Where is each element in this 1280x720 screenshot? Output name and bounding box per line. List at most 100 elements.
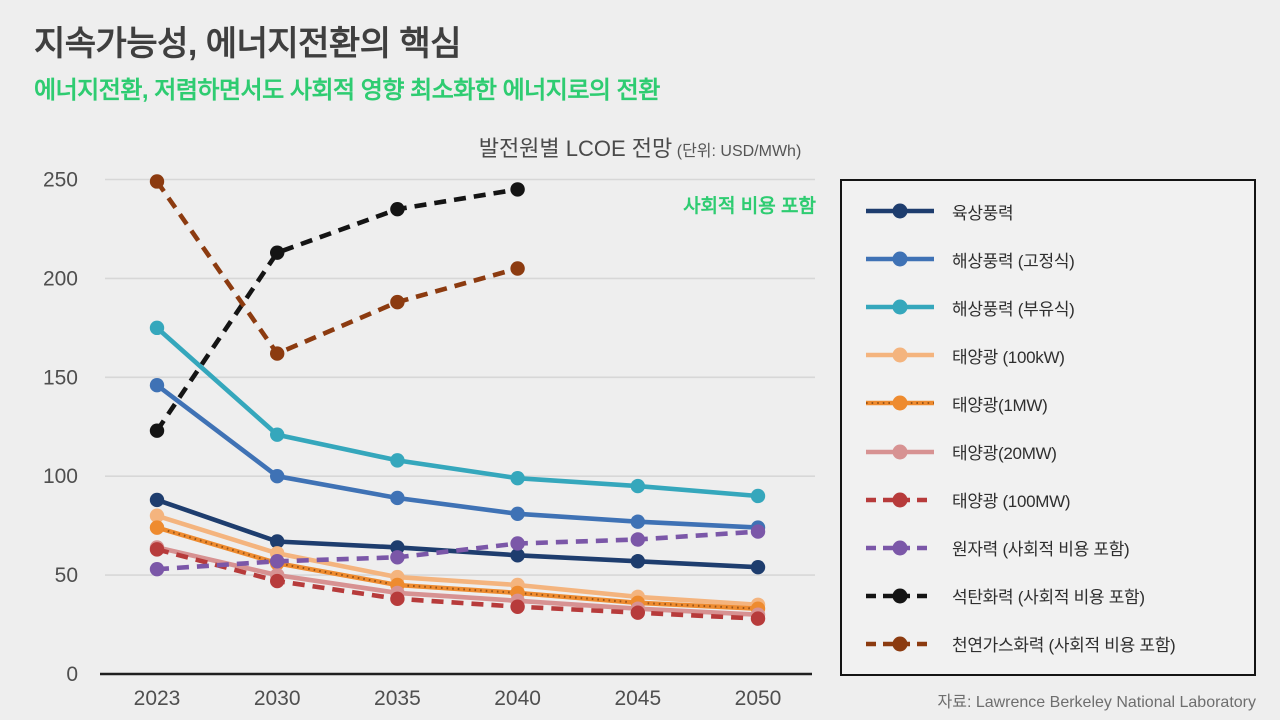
series-line — [155, 383, 759, 530]
data-point — [630, 605, 645, 620]
legend-dot — [892, 540, 908, 556]
data-point — [750, 559, 766, 575]
legend-item: 원자력 (사회적 비용 포함) — [842, 535, 1254, 560]
y-tick-label: 150 — [43, 366, 78, 389]
data-point — [270, 427, 285, 442]
legend-marker-icon — [866, 251, 934, 267]
legend-marker-icon — [866, 203, 934, 219]
social-cost-annotation: 사회적 비용 포함 — [683, 196, 816, 217]
legend-marker-icon — [866, 636, 934, 652]
data-point — [270, 469, 285, 484]
data-point — [149, 174, 165, 189]
data-point — [510, 506, 525, 521]
legend-item: 석탄화력 (사회적 비용 포함) — [842, 583, 1254, 608]
data-point — [270, 534, 285, 549]
legend-marker-icon — [866, 347, 934, 363]
data-point — [630, 532, 645, 547]
y-tick-label: 50 — [55, 564, 78, 587]
legend-dot — [892, 636, 908, 652]
series-line — [155, 180, 519, 357]
legend-item-label: 천연가스화력 (사회적 비용 포함) — [952, 636, 1176, 656]
legend-dot — [892, 347, 908, 363]
x-tick-label: 2030 — [254, 687, 301, 710]
data-point — [510, 548, 525, 563]
data-point — [390, 591, 405, 607]
data-point — [390, 550, 405, 565]
data-point — [149, 378, 165, 393]
source-note: 자료: Lawrence Berkeley National Laborator… — [937, 694, 1257, 711]
chart-title: 발전원별 LCOE 전망 (단위: USD/MWh) — [240, 131, 1040, 163]
legend-marker-icon — [866, 588, 934, 604]
series-line — [156, 545, 759, 617]
legend-item: 육상풍력 — [842, 199, 1254, 224]
data-point — [510, 182, 525, 197]
data-point — [149, 320, 165, 336]
legend-item-label: 육상풍력 — [952, 203, 1014, 223]
data-point — [270, 554, 285, 569]
series-line — [156, 525, 759, 611]
data-point — [750, 611, 766, 626]
data-point — [149, 508, 165, 523]
legend-item: 태양광 (100MW) — [842, 487, 1254, 512]
legend-item: 태양광(1MW) — [842, 391, 1254, 416]
data-point — [510, 261, 525, 276]
series-line — [156, 513, 759, 608]
data-point — [750, 524, 766, 539]
x-tick-label: 2023 — [134, 687, 181, 710]
legend-item-label: 해상풍력 (고정식) — [952, 251, 1075, 271]
legend-dot — [892, 251, 908, 267]
x-tick-label: 2040 — [494, 687, 541, 710]
data-point — [390, 490, 405, 506]
y-tick-label: 200 — [43, 267, 78, 290]
legend-item: 태양광 (100kW) — [842, 343, 1254, 368]
legend-marker-icon — [866, 395, 934, 411]
legend-dot — [892, 588, 908, 604]
data-point — [630, 514, 645, 529]
y-tick-label: 250 — [43, 169, 78, 192]
series-line — [156, 547, 759, 621]
data-point — [390, 540, 405, 555]
legend-marker-icon — [866, 299, 934, 315]
data-point — [390, 294, 405, 310]
legend-item: 해상풍력 (부유식) — [842, 295, 1254, 320]
data-point — [630, 554, 645, 569]
legend-dot — [892, 395, 908, 411]
page-title: 지속가능성, 에너지전환의 핵심 — [34, 25, 461, 63]
data-point — [390, 453, 405, 468]
page-subtitle: 에너지전환, 저렴하면서도 사회적 영향 최소화한 에너지로의 전환 — [34, 77, 660, 104]
legend-item-label: 석탄화력 (사회적 비용 포함) — [952, 588, 1145, 608]
data-point — [149, 492, 165, 508]
legend-item: 천연가스화력 (사회적 비용 포함) — [842, 631, 1254, 656]
legend-item-label: 해상풍력 (부유식) — [952, 299, 1075, 319]
series-line — [155, 187, 518, 432]
data-point — [510, 536, 525, 551]
data-point — [510, 599, 525, 614]
data-point — [630, 478, 645, 494]
data-point — [390, 201, 405, 217]
data-point — [149, 561, 165, 577]
legend-item-label: 태양광 (100kW) — [952, 347, 1065, 367]
data-point — [270, 346, 285, 361]
data-point — [270, 245, 285, 260]
x-tick-label: 2035 — [374, 687, 421, 710]
legend-dot — [892, 203, 908, 219]
data-point — [750, 488, 766, 504]
chart-title-text: 발전원별 LCOE 전망 — [478, 136, 673, 161]
legend-item-label: 태양광(1MW) — [952, 395, 1048, 415]
series-line — [156, 529, 759, 572]
y-tick-label: 0 — [66, 663, 78, 686]
lcoe-chart-svg: 0 50 100 150 200 250 2023 2030 2035 2040 2045 2050 — [43, 169, 815, 710]
chart-unit-label: (단위: USD/MWh) — [676, 143, 802, 160]
legend-marker-icon — [866, 492, 934, 508]
legend-dot — [892, 299, 908, 315]
x-tick-label: 2050 — [735, 687, 782, 710]
legend-dot — [892, 444, 908, 460]
legend-item-label: 태양광 (100MW) — [952, 492, 1071, 512]
legend-marker-icon — [866, 444, 934, 460]
legend-item: 해상풍력 (고정식) — [842, 247, 1254, 272]
legend-dot — [892, 492, 908, 508]
legend-item-label: 원자력 (사회적 비용 포함) — [952, 540, 1130, 560]
series-line — [155, 326, 759, 499]
legend-marker-icon — [866, 540, 934, 556]
